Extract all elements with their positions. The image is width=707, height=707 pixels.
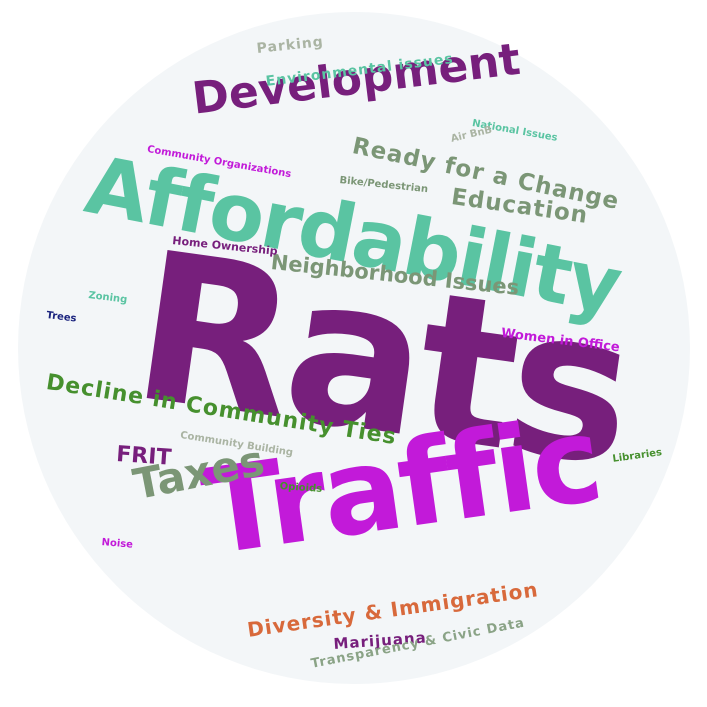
cloud-circle-background (18, 12, 690, 684)
word-frit: FRIT (115, 442, 173, 471)
